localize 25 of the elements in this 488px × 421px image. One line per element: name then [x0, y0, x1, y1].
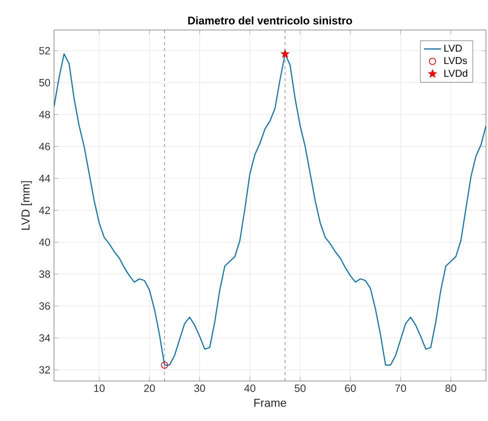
x-axis-title: Frame — [254, 398, 286, 407]
legend-label: LVDd — [444, 69, 468, 77]
y-tick-label: 50 — [39, 78, 50, 86]
y-axis-title: LVD [mm] — [21, 181, 32, 230]
legend-label: LVD — [444, 44, 462, 52]
y-tick-label: 32 — [39, 366, 50, 374]
y-tick-label: 48 — [39, 110, 50, 118]
y-tick-label: 46 — [39, 142, 50, 150]
y-tick-label: 34 — [39, 334, 50, 342]
x-tick-label: 20 — [144, 384, 155, 392]
x-tick-label: 80 — [445, 384, 456, 392]
x-tick-label: 40 — [244, 384, 256, 392]
x-tick-label: 70 — [395, 384, 406, 392]
x-tick-label: 30 — [194, 384, 206, 392]
y-tick-label: 52 — [39, 47, 50, 54]
x-tick-label: 50 — [294, 384, 306, 392]
y-tick-label: 44 — [39, 174, 50, 182]
y-tick-label: 36 — [39, 302, 50, 310]
legend-label: LVDs — [444, 57, 467, 64]
chart-title: Diametro del ventricolo sinistro — [188, 16, 352, 24]
x-tick-label: 10 — [94, 384, 105, 392]
y-tick-label: 40 — [39, 238, 50, 246]
x-tick-label: 60 — [345, 384, 356, 392]
y-tick-label: 42 — [39, 206, 50, 214]
y-tick-label: 38 — [39, 270, 50, 278]
